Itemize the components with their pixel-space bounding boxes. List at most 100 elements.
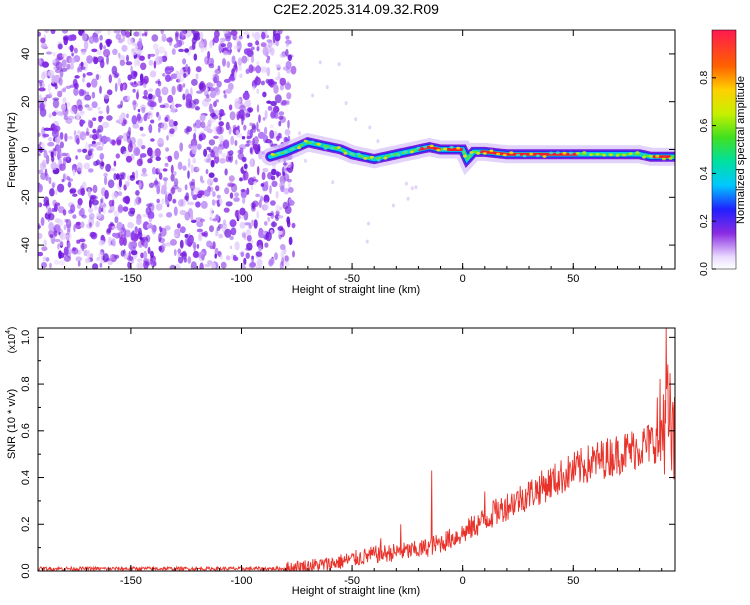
noise-speckle bbox=[284, 129, 291, 136]
noise-speckle bbox=[184, 48, 190, 53]
noise-speckle bbox=[219, 158, 226, 164]
noise-speckle bbox=[278, 111, 285, 116]
noise-speckle bbox=[164, 162, 169, 167]
noise-speckle bbox=[57, 183, 65, 193]
noise-speckle bbox=[104, 136, 111, 142]
noise-speckle bbox=[229, 219, 237, 228]
snr-scale-label: (x104) bbox=[5, 327, 18, 354]
noise-speckle bbox=[77, 130, 81, 135]
noise-speckle bbox=[115, 153, 121, 159]
noise-speckle bbox=[47, 207, 52, 216]
noise-speckle bbox=[85, 131, 90, 136]
noise-speckle bbox=[137, 138, 143, 148]
noise-speckle bbox=[186, 126, 192, 133]
noise-speckle bbox=[208, 63, 215, 69]
noise-speckle bbox=[247, 177, 255, 186]
noise-speckle bbox=[182, 93, 186, 101]
noise-speckle bbox=[240, 188, 246, 193]
noise-speckle bbox=[45, 51, 53, 55]
noise-speckle bbox=[276, 170, 280, 178]
noise-speckle bbox=[185, 93, 193, 103]
noise-speckle bbox=[122, 236, 127, 246]
noise-speckle bbox=[102, 121, 110, 129]
noise-speckle bbox=[245, 247, 253, 251]
noise-speckle bbox=[288, 187, 294, 193]
noise-speckle bbox=[209, 207, 214, 217]
noise-speckle bbox=[208, 139, 216, 146]
noise-speckle bbox=[93, 205, 98, 211]
noise-speckle bbox=[93, 56, 99, 65]
noise-speckle bbox=[147, 211, 155, 220]
noise-speckle bbox=[206, 82, 213, 89]
noise-speckle bbox=[54, 238, 61, 243]
noise-speckle bbox=[108, 199, 114, 207]
ridge-blob bbox=[496, 152, 501, 156]
noise-speckle bbox=[152, 150, 156, 159]
spectrogram-chart: -150 -100 -50 0 50 -40 -20 0 20 40 Height of str… bbox=[6, 29, 676, 296]
ridge-blob bbox=[469, 151, 474, 154]
noise-speckle bbox=[193, 32, 197, 37]
ridge-blob bbox=[628, 152, 633, 156]
noise-speckle bbox=[66, 63, 71, 70]
noise-speckle bbox=[127, 37, 133, 46]
noise-speckle bbox=[220, 113, 223, 117]
ridge-blob bbox=[277, 152, 282, 156]
noise-speckle bbox=[147, 110, 153, 119]
noise-speckle bbox=[70, 105, 77, 114]
noise-speckle bbox=[135, 169, 139, 179]
noise-speckle bbox=[201, 179, 205, 184]
noise-speckle bbox=[217, 65, 221, 71]
noise-speckle bbox=[112, 232, 117, 238]
ridge-blob bbox=[462, 154, 467, 158]
noise-speckle bbox=[191, 30, 195, 34]
noise-speckle bbox=[161, 122, 168, 130]
snr-scale-prefix: (x10 bbox=[7, 333, 18, 353]
noise-speckle bbox=[169, 264, 177, 269]
noise-speckle bbox=[125, 155, 133, 163]
spectrogram-x-tick-label: -50 bbox=[344, 273, 360, 285]
noise-speckle bbox=[81, 32, 88, 42]
noise-speckle bbox=[239, 177, 243, 182]
signal-ridge bbox=[261, 132, 675, 176]
colorbar-tick-label: 0.2 bbox=[699, 214, 710, 228]
noise-speckle bbox=[84, 257, 91, 264]
noise-speckle bbox=[105, 163, 112, 172]
noise-speckle bbox=[274, 32, 281, 42]
noise-speckle bbox=[47, 141, 55, 147]
noise-speckle bbox=[288, 200, 295, 206]
noise-speckle bbox=[281, 257, 284, 266]
stray-speckle bbox=[376, 139, 380, 144]
noise-speckle bbox=[141, 167, 147, 174]
noise-speckle bbox=[139, 236, 143, 241]
noise-speckle bbox=[167, 193, 173, 202]
noise-speckle bbox=[214, 68, 222, 74]
noise-speckle bbox=[273, 84, 279, 94]
ridge-blob bbox=[297, 146, 301, 150]
stray-speckle bbox=[410, 186, 414, 191]
noise-speckle bbox=[96, 146, 104, 151]
noise-speckle bbox=[93, 160, 99, 167]
noise-speckle bbox=[135, 190, 140, 196]
noise-speckle bbox=[265, 59, 270, 64]
noise-speckle bbox=[129, 207, 135, 212]
noise-speckle bbox=[100, 198, 103, 204]
noise-speckle bbox=[238, 65, 242, 72]
noise-speckle bbox=[280, 244, 286, 251]
noise-speckle bbox=[285, 42, 289, 48]
noise-speckle bbox=[139, 55, 145, 61]
noise-speckle bbox=[195, 66, 202, 73]
noise-speckle bbox=[184, 184, 188, 191]
noise-speckle bbox=[255, 193, 260, 198]
noise-speckle bbox=[251, 31, 255, 38]
ridge-blob bbox=[582, 151, 587, 154]
noise-speckle bbox=[158, 233, 162, 242]
noise-speckle bbox=[103, 45, 106, 50]
snr-x-tick-label: 50 bbox=[567, 575, 579, 587]
ridge-green bbox=[272, 141, 675, 162]
ridge-blob bbox=[403, 150, 408, 154]
noise-speckle bbox=[248, 64, 254, 74]
ridge-blob bbox=[668, 157, 673, 160]
spectrogram-x-tick-label: -150 bbox=[120, 273, 142, 285]
noise-speckle bbox=[182, 58, 187, 65]
noise-speckle bbox=[218, 233, 224, 239]
